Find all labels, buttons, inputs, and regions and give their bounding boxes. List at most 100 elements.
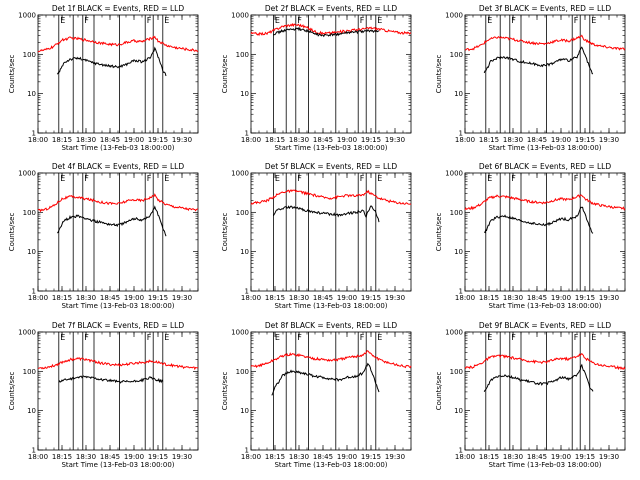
y-tick-label: 1 — [245, 447, 249, 455]
detector-panel-2: Det 2f BLACK = Events, RED = LLD 1 10 100 10… — [221, 4, 412, 152]
time-marker-label: E — [164, 174, 169, 183]
y-tick-label: 1 — [32, 130, 36, 138]
x-tick-label: 18:15 — [52, 136, 72, 144]
events-series-line — [483, 206, 594, 234]
detector-panel-5: Det 5f BLACK = Events, RED = LLD 1 10 100 10… — [221, 162, 412, 310]
chart-title: Det 8f BLACK = Events, RED = LLD — [265, 321, 398, 330]
chart-title: Det 5f BLACK = Events, RED = LLD — [265, 162, 398, 171]
time-marker-label: E — [60, 174, 65, 183]
time-marker-label: F — [360, 174, 365, 183]
y-tick-label: 1 — [459, 288, 463, 296]
y-tick-label: 100 — [23, 51, 36, 59]
time-marker-label: E — [487, 174, 492, 183]
plot-frame — [464, 172, 626, 292]
x-axis-label: Start Time (13-Feb-03 18:00:00) — [61, 461, 174, 469]
time-marker-label: E — [164, 16, 169, 25]
time-marker-label: E — [60, 333, 65, 342]
x-tick-label: 19:00 — [337, 294, 357, 302]
y-tick-label: 100 — [450, 209, 463, 217]
y-tick-label: 10 — [454, 90, 463, 98]
chart-title: Det 9f BLACK = Events, RED = LLD — [479, 321, 612, 330]
x-tick-label: 19:15 — [148, 453, 168, 461]
time-marker-label: E — [487, 16, 492, 25]
x-tick-label: 19:00 — [337, 453, 357, 461]
y-axis-label: Counts/sec — [221, 213, 229, 252]
chart-title: Det 6f BLACK = Events, RED = LLD — [479, 162, 612, 171]
plot-frame — [37, 331, 199, 451]
time-marker-label: E — [591, 333, 596, 342]
time-marker-label: E — [591, 174, 596, 183]
time-marker-label: F — [297, 16, 302, 25]
time-marker-label: F — [511, 16, 516, 25]
time-marker-label: E — [377, 333, 382, 342]
detector-panel-8: Det 8f BLACK = Events, RED = LLD 1 10 100 10… — [221, 321, 412, 469]
detector-panel-6: Det 6f BLACK = Events, RED = LLD 1 10 100 10… — [435, 162, 626, 310]
chart-title: Det 4f BLACK = Events, RED = LLD — [52, 162, 185, 171]
x-tick-label: 19:30 — [172, 294, 192, 302]
x-tick-label: 19:00 — [551, 136, 571, 144]
x-tick-label: 19:15 — [361, 294, 381, 302]
x-tick-label: 18:45 — [527, 453, 547, 461]
x-axis-label: Start Time (13-Feb-03 18:00:00) — [488, 144, 601, 152]
detector-panel-7: Det 7f BLACK = Events, RED = LLD 1 10 100 10… — [8, 321, 199, 469]
x-tick-label: 19:30 — [385, 453, 405, 461]
y-tick-label: 1000 — [231, 329, 249, 337]
x-axis-label: Start Time (13-Feb-03 18:00:00) — [488, 461, 601, 469]
x-tick-label: 19:30 — [599, 453, 619, 461]
y-tick-label: 1 — [32, 288, 36, 296]
events-series-line — [56, 46, 167, 77]
lld-series-line — [250, 22, 412, 37]
x-axis-label: Start Time (13-Feb-03 18:00:00) — [274, 302, 387, 310]
y-tick-label: 1 — [245, 130, 249, 138]
events-series-line — [56, 205, 167, 237]
y-tick-label: 100 — [236, 209, 249, 217]
x-axis-label: Start Time (13-Feb-03 18:00:00) — [274, 461, 387, 469]
y-tick-label: 1000 — [231, 12, 249, 20]
x-tick-label: 18:30 — [76, 453, 96, 461]
time-marker-label: F — [297, 174, 302, 183]
x-tick-label: 18:30 — [76, 294, 96, 302]
y-axis-label: Counts/sec — [221, 55, 229, 94]
lld-series-line — [37, 35, 199, 53]
y-tick-label: 1000 — [231, 170, 249, 178]
x-tick-label: 19:15 — [361, 453, 381, 461]
x-axis-label: Start Time (13-Feb-03 18:00:00) — [61, 302, 174, 310]
x-tick-label: 18:00 — [455, 136, 475, 144]
events-series-line — [271, 362, 380, 396]
lld-series-line — [250, 189, 412, 205]
x-tick-label: 18:45 — [313, 294, 333, 302]
detector-panel-1: Det 1f BLACK = Events, RED = LLD 1 10 100 10… — [8, 4, 199, 152]
x-axis-label: Start Time (13-Feb-03 18:00:00) — [274, 144, 387, 152]
x-tick-label: 18:30 — [503, 136, 523, 144]
x-tick-label: 18:30 — [76, 136, 96, 144]
x-tick-label: 18:45 — [313, 453, 333, 461]
y-tick-label: 1 — [459, 447, 463, 455]
y-axis-label: Counts/sec — [221, 372, 229, 411]
time-marker-label: F — [574, 16, 579, 25]
x-tick-label: 19:30 — [385, 136, 405, 144]
x-tick-label: 18:15 — [265, 294, 285, 302]
y-tick-label: 10 — [240, 407, 249, 415]
chart-title: Det 7f BLACK = Events, RED = LLD — [52, 321, 185, 330]
plot-frame — [37, 14, 199, 134]
plot-frame — [250, 331, 412, 451]
events-series-line — [58, 375, 164, 384]
detector-panel-4: Det 4f BLACK = Events, RED = LLD 1 10 100 10… — [8, 162, 199, 310]
time-marker-label: F — [147, 333, 152, 342]
y-tick-label: 1 — [459, 130, 463, 138]
x-tick-label: 18:45 — [313, 136, 333, 144]
events-series-line — [272, 205, 380, 223]
time-marker-label: F — [574, 174, 579, 183]
x-tick-label: 19:00 — [551, 453, 571, 461]
x-tick-label: 18:00 — [28, 453, 48, 461]
time-marker-label: F — [297, 333, 302, 342]
x-tick-label: 18:45 — [100, 294, 120, 302]
time-marker-label: E — [275, 174, 280, 183]
y-tick-label: 100 — [236, 51, 249, 59]
y-tick-label: 10 — [240, 90, 249, 98]
x-tick-label: 19:30 — [385, 294, 405, 302]
time-marker-label: F — [360, 16, 365, 25]
y-tick-label: 1 — [32, 447, 36, 455]
x-tick-label: 18:30 — [503, 294, 523, 302]
x-tick-label: 18:30 — [289, 294, 309, 302]
